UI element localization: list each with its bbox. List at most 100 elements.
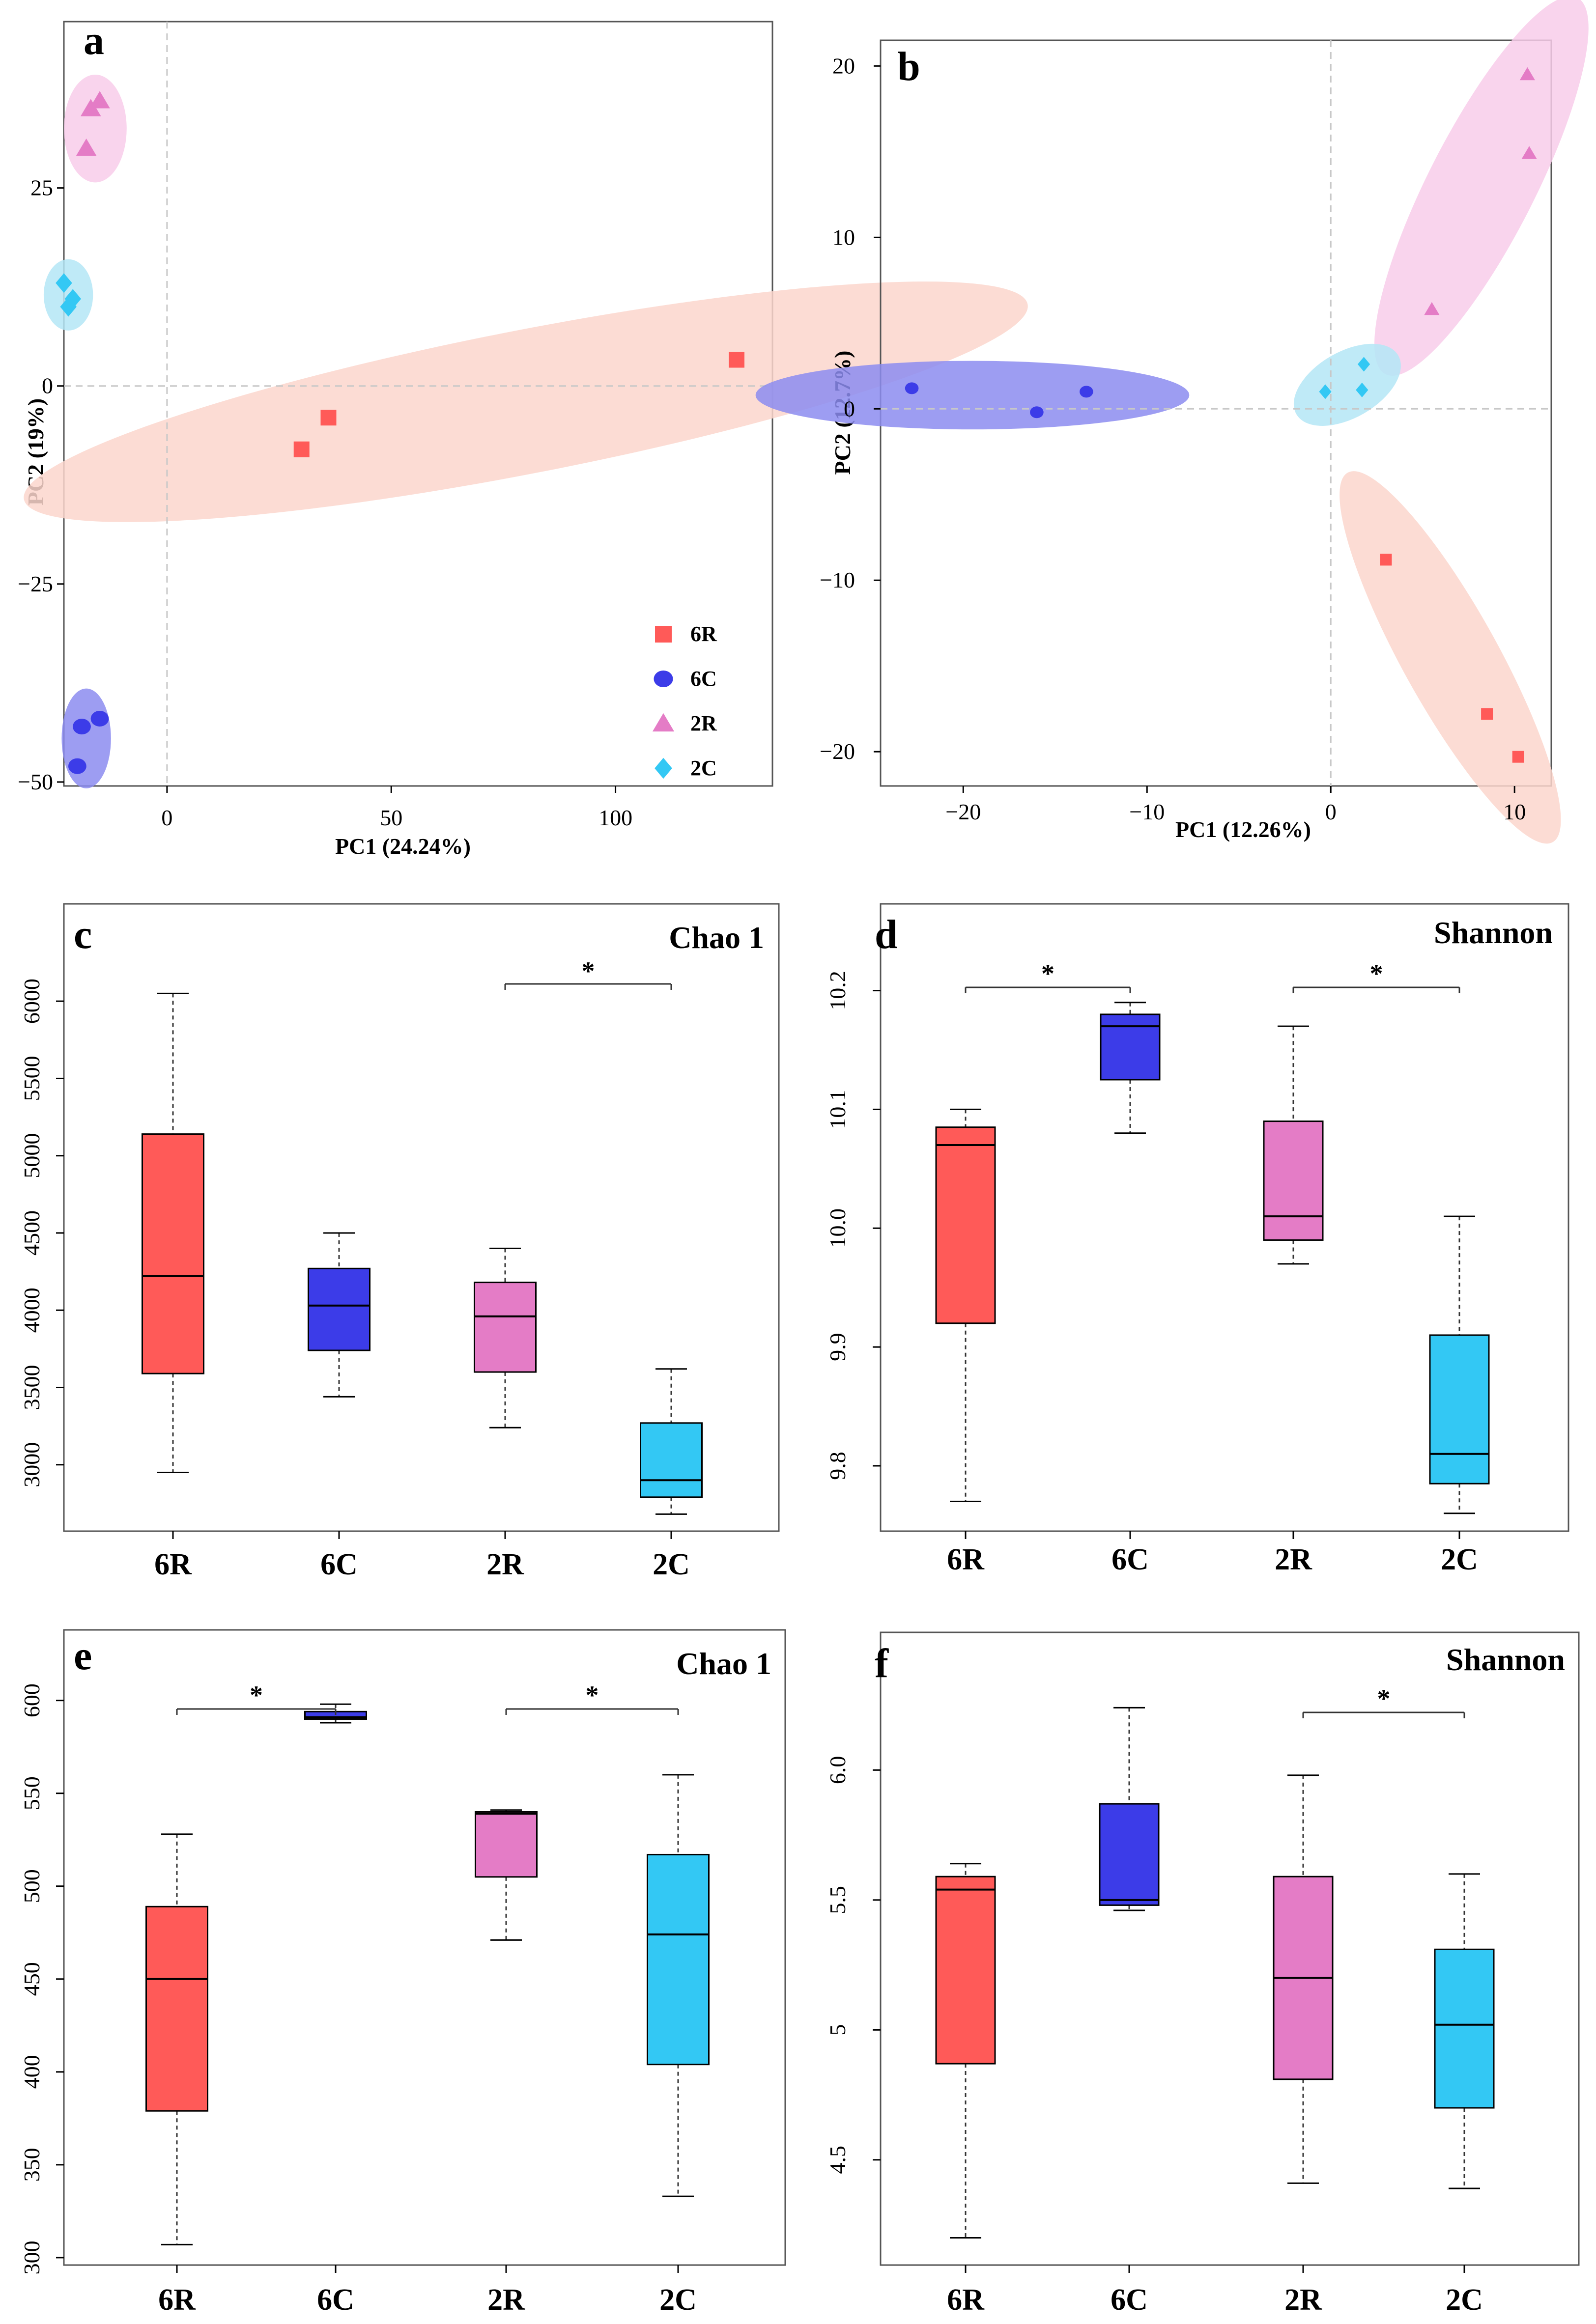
y-tick-label: 9.8 bbox=[825, 1452, 850, 1480]
category-label: 2R bbox=[1275, 1543, 1312, 1576]
y-tick-label: 4.5 bbox=[825, 2146, 850, 2174]
panel-label: e bbox=[74, 1633, 92, 1679]
confidence-ellipse-2C bbox=[1293, 343, 1401, 426]
point-square bbox=[293, 441, 310, 457]
point-diamond bbox=[1356, 382, 1368, 397]
box-6C bbox=[308, 1232, 370, 1398]
category-label: 2R bbox=[486, 1548, 524, 1581]
legend-label: 2R bbox=[690, 711, 717, 735]
significance-marker: * bbox=[1041, 959, 1054, 988]
point-circle bbox=[1030, 406, 1044, 419]
significance-marker: * bbox=[1377, 1684, 1391, 1713]
confidence-ellipse-6C bbox=[61, 688, 111, 788]
point-circle bbox=[654, 671, 673, 687]
iqr-box bbox=[640, 1422, 703, 1498]
significance-marker: * bbox=[582, 956, 595, 986]
point-diamond bbox=[56, 273, 72, 293]
point-square bbox=[655, 626, 672, 643]
plot-frame bbox=[880, 1631, 1580, 2266]
y-tick-label: 10.0 bbox=[825, 1208, 850, 1248]
point-diamond bbox=[60, 297, 77, 317]
category-label: 6R bbox=[947, 1543, 985, 1576]
x-tick-label: 10 bbox=[1503, 799, 1526, 824]
panel-d-boxplot: d Shannon * * 6R 6C 2R 2C 9.8 9.9 10.0 10.1 10.2 bbox=[825, 903, 1569, 1576]
panel-e-boxplot: e Chao 1 * * 6R 6C 2R 2C 300 350 400 450 500 550 60… bbox=[19, 1629, 786, 2317]
y-tick-label: 3500 bbox=[19, 1365, 44, 1410]
panel-b-pca-scatter: b PC1 (12.26%) PC2 (12.7%) −20−100102010… bbox=[755, 0, 1589, 844]
y-tick-label: 350 bbox=[19, 2148, 44, 2182]
point-square bbox=[1380, 554, 1392, 566]
y-tick-label: −10 bbox=[820, 567, 855, 592]
point-triangle bbox=[89, 91, 110, 109]
x-tick-label: −10 bbox=[1129, 799, 1165, 824]
category-label: 6R bbox=[947, 2283, 985, 2317]
category-label: 6C bbox=[1112, 1543, 1149, 1576]
box-6C bbox=[1099, 1707, 1160, 1911]
plot-frame bbox=[63, 1629, 786, 2266]
point-diamond bbox=[1319, 384, 1332, 399]
x-tick-label: −20 bbox=[945, 799, 981, 824]
y-tick-label: 0 bbox=[42, 373, 53, 398]
y-tick-label: 600 bbox=[19, 1683, 44, 1717]
panel-a-pca-scatter: a PC1 (24.24%) PC2 (19%) 0 50 100250−25−50… bbox=[18, 18, 1028, 859]
y-tick-label: 4500 bbox=[19, 1210, 44, 1256]
y-tick-label: −20 bbox=[820, 739, 855, 764]
confidence-ellipse-6R bbox=[1340, 471, 1561, 844]
panel-label: f bbox=[875, 1641, 889, 1686]
panel-f-boxplot: f Shannon * 6R 6C 2R 2C 4.5 5 5.5 6.0 bbox=[825, 1631, 1580, 2317]
box-2C bbox=[1429, 1215, 1490, 1514]
legend-label: 2C bbox=[690, 756, 717, 780]
y-tick-label: 550 bbox=[19, 1776, 44, 1810]
y-tick-label: 10 bbox=[832, 224, 855, 250]
y-tick-label: 0 bbox=[844, 396, 855, 421]
significance-marker: * bbox=[250, 1680, 263, 1710]
iqr-box bbox=[475, 1811, 538, 1878]
panel-title: Chao 1 bbox=[669, 920, 764, 955]
y-tick-label: 4000 bbox=[19, 1288, 44, 1333]
legend-label: 6R bbox=[690, 622, 717, 646]
box-6R bbox=[145, 1833, 208, 2245]
iqr-box bbox=[647, 1853, 710, 2066]
y-tick-label: 25 bbox=[30, 175, 53, 200]
point-triangle bbox=[76, 138, 97, 156]
box-6R bbox=[142, 992, 204, 1473]
legend-label: 6C bbox=[690, 667, 717, 691]
point-square bbox=[320, 410, 337, 426]
point-diamond bbox=[1357, 357, 1370, 372]
panel-label: a bbox=[84, 18, 104, 63]
category-label: 2C bbox=[659, 2283, 697, 2317]
box-6C bbox=[1100, 1002, 1161, 1134]
box-2R bbox=[474, 1247, 537, 1428]
point-circle bbox=[1080, 386, 1093, 398]
y-tick-label: 10.1 bbox=[825, 1090, 850, 1129]
box-6R bbox=[935, 1863, 996, 2239]
panel-label: c bbox=[74, 912, 92, 957]
y-tick-label: 5 bbox=[825, 2024, 850, 2036]
y-tick-label: −50 bbox=[18, 769, 53, 794]
significance-marker: * bbox=[1370, 959, 1383, 988]
box-2C bbox=[640, 1368, 703, 1515]
point-circle bbox=[68, 758, 86, 774]
y-tick-label: 300 bbox=[19, 2240, 44, 2274]
panel-c-boxplot: c Chao 1 * 6R 6C 2R 2C 3000 3500 4000 4500 5000 5… bbox=[19, 903, 780, 1581]
point-triangle bbox=[1424, 302, 1440, 315]
box-6C bbox=[304, 1703, 367, 1724]
iqr-box bbox=[1429, 1334, 1490, 1484]
point-circle bbox=[90, 710, 109, 727]
category-label: 6C bbox=[317, 2283, 354, 2317]
category-label: 2R bbox=[487, 2283, 525, 2317]
iqr-box bbox=[935, 1876, 996, 2065]
y-tick-label: 5500 bbox=[19, 1056, 44, 1101]
confidence-ellipse-2R bbox=[64, 75, 127, 183]
category-label: 6R bbox=[154, 1548, 192, 1581]
plot-frame bbox=[63, 903, 780, 1532]
category-label: 2C bbox=[653, 1548, 690, 1581]
box-2C bbox=[647, 1774, 710, 2197]
panel-label: b bbox=[897, 44, 920, 89]
box-6R bbox=[935, 1108, 996, 1503]
point-diamond bbox=[655, 757, 672, 779]
confidence-ellipse-6R bbox=[24, 281, 1028, 522]
x-tick-label: 0 bbox=[1325, 799, 1337, 824]
y-tick-label: 400 bbox=[19, 2055, 44, 2089]
box-2R bbox=[475, 1809, 538, 1941]
